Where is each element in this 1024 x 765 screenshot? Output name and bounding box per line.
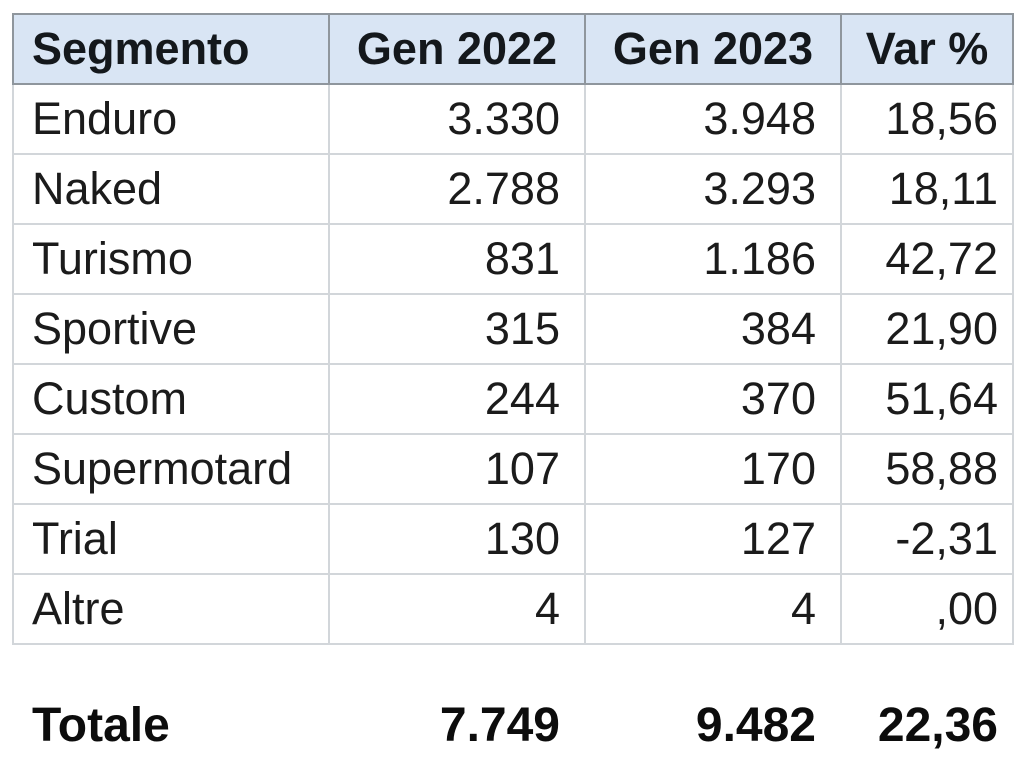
- total-gen2023-value: 9.482: [695, 698, 816, 752]
- segment-label: Enduro: [12, 83, 330, 155]
- gen2023-value: 384: [584, 293, 842, 365]
- col-header-gen-2022: Gen 2022: [328, 13, 586, 85]
- total-var-pct-value: 22,36: [877, 698, 998, 752]
- var-pct-value: 21,90: [840, 293, 1014, 365]
- header-row: Segmento Gen 2022 Gen 2023 Var %: [12, 13, 1014, 85]
- segment-label: Naked: [12, 153, 330, 225]
- segment-label: Turismo: [12, 223, 330, 295]
- segment-label: Supermotard: [12, 433, 330, 505]
- table-row-sportive: Sportive 315 384 21,90: [12, 293, 1014, 365]
- table-row-naked: Naked 2.788 3.293 18,11: [12, 153, 1014, 225]
- gen2023-value: 4: [584, 573, 842, 645]
- table-row-custom: Custom 244 370 51,64: [12, 363, 1014, 435]
- var-pct-value: 42,72: [840, 223, 1014, 295]
- gen2022-value: 4: [328, 573, 586, 645]
- segments-table: Segmento Gen 2022 Gen 2023 Var % Enduro …: [12, 13, 1014, 645]
- col-header-var-pct: Var %: [840, 13, 1014, 85]
- col-header-segmento: Segmento: [12, 13, 330, 85]
- table-row-altre: Altre 4 4 ,00: [12, 573, 1014, 645]
- totals-row: Totale 7.749 9.482 22,36: [12, 692, 1014, 758]
- gen2023-value: 3.948: [584, 83, 842, 155]
- gen2022-value: 130: [328, 503, 586, 575]
- gen2022-value: 831: [328, 223, 586, 295]
- gen2023-value: 3.293: [584, 153, 842, 225]
- gen2023-value: 370: [584, 363, 842, 435]
- table-row-totale: Totale 7.749 9.482 22,36: [13, 693, 1013, 757]
- gen2022-value: 107: [328, 433, 586, 505]
- gen2022-value: 3.330: [328, 83, 586, 155]
- gen2022-value: 315: [328, 293, 586, 365]
- gen2022-value: 244: [328, 363, 586, 435]
- var-pct-value: ,00: [840, 573, 1014, 645]
- segment-label: Altre: [12, 573, 330, 645]
- gen2023-value: 127: [584, 503, 842, 575]
- segment-label: Trial: [12, 503, 330, 575]
- total-gen2022-value: 7.749: [439, 698, 560, 752]
- total-label: Totale: [32, 698, 170, 752]
- gen2022-value: 2.788: [328, 153, 586, 225]
- gen2023-value: 1.186: [584, 223, 842, 295]
- gen2023-value: 170: [584, 433, 842, 505]
- var-pct-value: 18,56: [840, 83, 1014, 155]
- col-header-gen-2023: Gen 2023: [584, 13, 842, 85]
- var-pct-value: 58,88: [840, 433, 1014, 505]
- var-pct-value: 51,64: [840, 363, 1014, 435]
- var-pct-value: -2,31: [840, 503, 1014, 575]
- table-row-supermotard: Supermotard 107 170 58,88: [12, 433, 1014, 505]
- segment-label: Sportive: [12, 293, 330, 365]
- table-row-enduro: Enduro 3.330 3.948 18,56: [12, 83, 1014, 155]
- table-row-turismo: Turismo 831 1.186 42,72: [12, 223, 1014, 295]
- var-pct-value: 18,11: [840, 153, 1014, 225]
- segment-label: Custom: [12, 363, 330, 435]
- table-row-trial: Trial 130 127 -2,31: [12, 503, 1014, 575]
